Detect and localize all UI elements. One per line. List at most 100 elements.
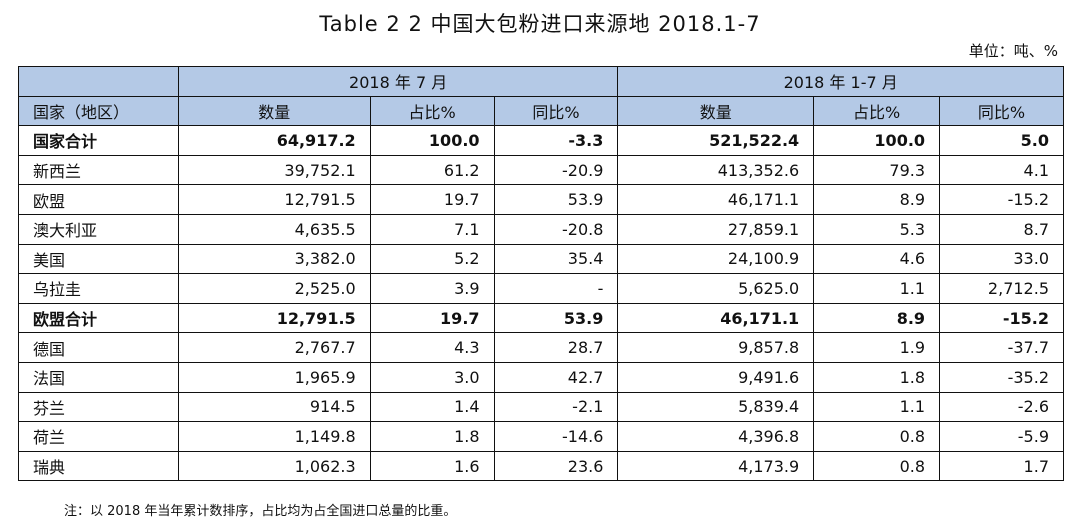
table-body: 国家合计 64,917.2 100.0 -3.3 521,522.4 100.0 5.0 新西… [18,125,1064,482]
yoy-month-cell: -20.9 [493,154,619,186]
share-month-cell: 4.3 [369,332,495,363]
period-ytd-header: 2018 年 1-7 月 [617,66,1064,97]
yoy-ytd-cell: -37.7 [939,332,1064,363]
qty-ytd-cell: 413,352.6 [617,154,815,186]
table-row: 澳大利亚 4,635.5 7.1 -20.8 27,859.1 5.3 8.7 [18,213,1064,245]
share-ytd-cell: 8.9 [813,302,941,334]
qty-month-cell: 1,149.8 [177,421,371,452]
share-ytd-cell: 0.8 [813,421,941,452]
yoy-month-cell: 42.7 [493,361,619,393]
country-cell: 欧盟 [18,184,179,215]
share-month-cell: 1.8 [369,421,495,452]
table-row: 国家合计 64,917.2 100.0 -3.3 521,522.4 100.0 5.0 [18,125,1064,156]
qty-ytd-cell: 521,522.4 [617,125,815,156]
yoy-month-cell: 23.6 [493,450,619,482]
qty-month-cell: 64,917.2 [177,125,371,156]
qty-month-cell: 39,752.1 [177,154,371,186]
yoy-ytd-cell: 5.0 [939,125,1064,156]
yoy-ytd-cell: -35.2 [939,361,1064,393]
share-ytd-cell: 100.0 [813,125,941,156]
yoy-month-cell: 53.9 [493,302,619,334]
share-ytd-cell: 8.9 [813,184,941,215]
country-cell: 美国 [18,243,179,275]
share-month-cell: 19.7 [369,302,495,334]
yoy-ytd-cell: 1.7 [939,450,1064,482]
share-month-cell: 1.4 [369,391,495,423]
unit-label: 单位：吨、% [968,42,1058,60]
table-row: 欧盟合计 12,791.5 19.7 53.9 46,171.1 8.9 -15.2 [18,302,1064,334]
qty-ytd-cell: 4,173.9 [617,450,815,482]
table-row: 瑞典 1,062.3 1.6 23.6 4,173.9 0.8 1.7 [18,450,1064,482]
country-cell: 新西兰 [18,154,179,186]
share-ytd-header: 占比% [813,95,941,127]
share-month-cell: 3.9 [369,273,495,304]
qty-month-cell: 12,791.5 [177,302,371,334]
footnote: 注：以 2018 年当年累计数排序，占比均为占全国进口总量的比重。 [64,504,457,519]
country-cell: 法国 [18,361,179,393]
qty-ytd-cell: 27,859.1 [617,213,815,245]
yoy-ytd-cell: 2,712.5 [939,273,1064,304]
table-row: 荷兰 1,149.8 1.8 -14.6 4,396.8 0.8 -5.9 [18,421,1064,452]
table-row: 欧盟 12,791.5 19.7 53.9 46,171.1 8.9 -15.2 [18,184,1064,215]
share-month-header: 占比% [369,95,495,127]
table-row: 乌拉圭 2,525.0 3.9-5,625.0 1.1 2,712.5 [18,273,1064,304]
table-row: 德国 2,767.7 4.3 28.7 9,857.8 1.9 -37.7 [18,332,1064,363]
qty-ytd-cell: 24,100.9 [617,243,815,275]
country-cell: 澳大利亚 [18,213,179,245]
table-row: 新西兰 39,752.1 61.2 -20.9 413,352.6 79.3 4.1 [18,154,1064,186]
qty-ytd-cell: 5,839.4 [617,391,815,423]
qty-ytd-cell: 9,857.8 [617,332,815,363]
share-ytd-cell: 79.3 [813,154,941,186]
table-title: Table 2 2 中国大包粉进口来源地 2018.1-7 [319,12,761,36]
yoy-month-cell: - [493,273,619,304]
qty-ytd-cell: 46,171.1 [617,302,815,334]
yoy-ytd-cell: -5.9 [939,421,1064,452]
import-source-table: 2018 年 7 月 2018 年 1-7 月 国家（地区） 数量 占比% 同比… [18,66,1064,482]
qty-ytd-cell: 5,625.0 [617,273,815,304]
country-cell: 乌拉圭 [18,273,179,304]
qty-month-header: 数量 [177,95,371,127]
yoy-ytd-header: 同比% [939,95,1064,127]
qty-month-cell: 2,767.7 [177,332,371,363]
period-header-row: 2018 年 7 月 2018 年 1-7 月 [18,66,1064,97]
share-ytd-cell: 4.6 [813,243,941,275]
qty-ytd-cell: 9,491.6 [617,361,815,393]
yoy-ytd-cell: 4.1 [939,154,1064,186]
share-ytd-cell: 1.1 [813,391,941,423]
period-month-header: 2018 年 7 月 [177,66,619,97]
share-ytd-cell: 1.9 [813,332,941,363]
country-cell: 国家合计 [18,125,179,156]
yoy-month-cell: 35.4 [493,243,619,275]
yoy-month-cell: 53.9 [493,184,619,215]
share-month-cell: 100.0 [369,125,495,156]
share-ytd-cell: 5.3 [813,213,941,245]
yoy-month-cell: -2.1 [493,391,619,423]
yoy-ytd-cell: -15.2 [939,184,1064,215]
share-ytd-cell: 1.1 [813,273,941,304]
country-cell: 芬兰 [18,391,179,423]
qty-month-cell: 3,382.0 [177,243,371,275]
qty-ytd-cell: 46,171.1 [617,184,815,215]
qty-ytd-cell: 4,396.8 [617,421,815,452]
corner-cell [18,66,179,97]
yoy-month-cell: 28.7 [493,332,619,363]
share-month-cell: 3.0 [369,361,495,393]
yoy-month-cell: -20.8 [493,213,619,245]
table-row: 法国 1,965.9 3.0 42.7 9,491.6 1.8 -35.2 [18,361,1064,393]
qty-ytd-header: 数量 [617,95,815,127]
qty-month-cell: 12,791.5 [177,184,371,215]
qty-month-cell: 2,525.0 [177,273,371,304]
country-cell: 荷兰 [18,421,179,452]
country-cell: 欧盟合计 [18,302,179,334]
country-cell: 瑞典 [18,450,179,482]
table-row: 美国 3,382.0 5.2 35.4 24,100.9 4.6 33.0 [18,243,1064,275]
column-header-row: 国家（地区） 数量 占比% 同比% 数量 占比% 同比% [18,95,1064,127]
yoy-month-header: 同比% [493,95,619,127]
share-month-cell: 5.2 [369,243,495,275]
share-month-cell: 61.2 [369,154,495,186]
yoy-ytd-cell: -15.2 [939,302,1064,334]
yoy-month-cell: -3.3 [493,125,619,156]
qty-month-cell: 914.5 [177,391,371,423]
yoy-month-cell: -14.6 [493,421,619,452]
share-month-cell: 19.7 [369,184,495,215]
